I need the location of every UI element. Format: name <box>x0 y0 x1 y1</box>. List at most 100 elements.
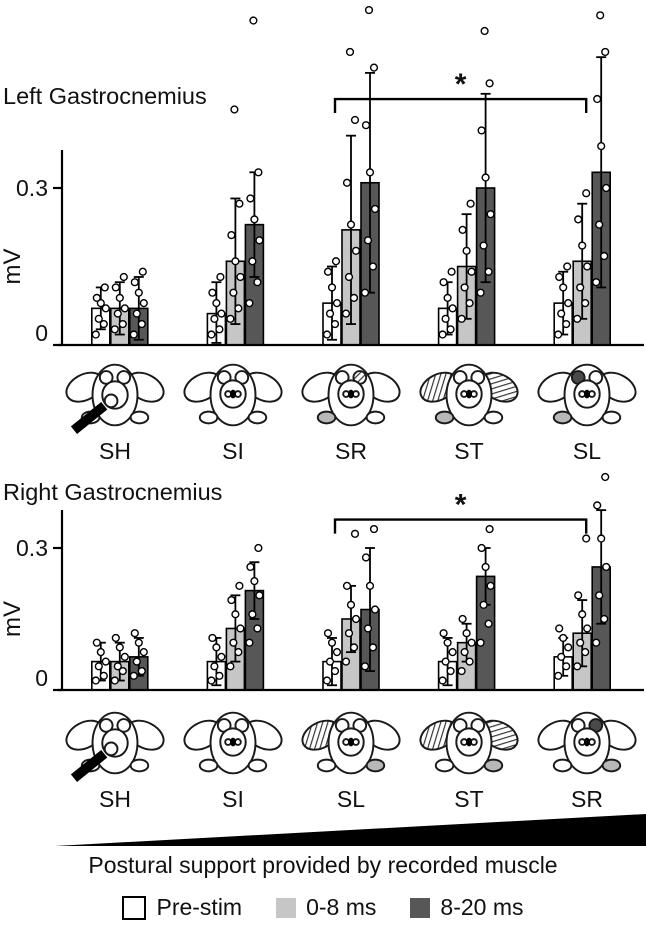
scatter-point <box>332 648 342 657</box>
scatter-point <box>254 543 263 553</box>
scatter-point <box>111 283 120 292</box>
scatter-point <box>573 662 582 671</box>
scatter-point <box>332 299 342 308</box>
center-stim-dot <box>584 737 590 747</box>
scatter-point <box>138 267 147 276</box>
condition-SR: SR <box>294 352 408 464</box>
scatter-point <box>253 278 262 287</box>
right-foot <box>129 758 150 773</box>
scatter-point <box>360 288 370 297</box>
scatter-point <box>132 657 141 666</box>
scatter-point <box>441 314 450 323</box>
scatter-point <box>134 638 143 647</box>
rat-schematic-icon <box>65 363 165 434</box>
y-tick-label: 0.3 <box>16 175 48 201</box>
scatter-point <box>597 534 606 543</box>
0-8ms-swatch <box>276 897 297 918</box>
scatter-point <box>325 309 335 318</box>
scatter-point <box>207 330 216 339</box>
snout <box>103 741 119 757</box>
right-foot <box>365 410 386 425</box>
scatter-point <box>215 671 224 680</box>
scatter-point <box>322 676 332 685</box>
wedge-svg <box>55 814 646 846</box>
condition-SI: SI <box>176 352 290 464</box>
scatter-point <box>118 666 127 676</box>
scatter-point <box>601 472 610 482</box>
rat-schematic-icon <box>419 711 519 775</box>
scatter-point <box>137 666 146 676</box>
scatter-point <box>583 624 592 633</box>
scatter-point <box>438 676 447 685</box>
scatter-point <box>253 624 262 633</box>
scatter-point <box>369 63 379 72</box>
scatter-point <box>342 581 352 590</box>
scatter-point <box>480 26 489 36</box>
scatter-point <box>479 241 488 250</box>
legend: Pre-stim 0-8 ms 8-20 ms <box>0 894 646 921</box>
rat-schematic-icon <box>537 711 637 775</box>
scatter-point <box>248 257 257 266</box>
center-stim-dot <box>466 389 472 399</box>
rat-schematic-icon <box>65 711 165 782</box>
legend-item-prestim: Pre-stim <box>122 894 242 921</box>
scatter-point <box>439 278 448 287</box>
scatter-point <box>229 638 238 647</box>
scatter-point <box>119 272 128 282</box>
scatter-point <box>578 610 587 619</box>
condition-label: ST <box>454 786 484 812</box>
scatter-point <box>226 314 235 323</box>
snout <box>103 393 119 409</box>
condition-label: SH <box>99 786 131 812</box>
condition-label: SL <box>336 786 366 812</box>
scatter-point <box>94 314 103 323</box>
left-foot <box>316 758 337 773</box>
left-foot <box>552 758 573 773</box>
scatter-point <box>323 629 333 638</box>
scatter-point <box>245 638 254 647</box>
scatter-point <box>120 652 129 661</box>
wedge-triangle <box>55 814 646 846</box>
right-foot <box>129 410 150 425</box>
scatter-point <box>576 638 585 647</box>
scatter-point <box>236 624 245 633</box>
scatter-point <box>226 662 235 671</box>
scatter-point <box>210 662 219 671</box>
rat-schematic-icon <box>301 363 401 427</box>
scatter-point <box>113 662 122 671</box>
scatter-point <box>217 652 226 661</box>
scatter-point <box>576 283 585 292</box>
scatter-point <box>115 643 124 652</box>
scatter-point <box>595 220 604 229</box>
scatter-point <box>564 299 573 308</box>
scatter-point <box>574 215 583 224</box>
scatter-point <box>210 314 219 323</box>
scatter-point <box>486 210 495 219</box>
scatter-point <box>229 288 238 297</box>
significance-bracket <box>333 518 588 534</box>
scatter-point <box>101 657 110 666</box>
scatter-point <box>130 278 139 287</box>
scatter-point <box>481 562 490 572</box>
right-foot <box>247 410 268 425</box>
scatter-point <box>600 614 609 624</box>
legend-item-0-8ms: 0-8 ms <box>276 894 376 921</box>
significance-asterisk: * <box>455 489 467 522</box>
scatter-point <box>327 638 337 647</box>
legend-label-8-20ms: 8-20 ms <box>440 894 524 920</box>
scatter-point <box>212 299 221 308</box>
scatter-point <box>582 534 591 543</box>
condition-SH: SH <box>58 352 172 464</box>
left-foot <box>198 410 219 425</box>
scatter-point <box>351 614 361 624</box>
scatter-point <box>484 267 493 276</box>
scatter-point <box>350 115 360 125</box>
scatter-point <box>562 319 571 329</box>
scatter-point <box>344 629 354 638</box>
scatter-point <box>101 304 110 313</box>
scatter-point <box>597 142 606 151</box>
legend-label-0-8ms: 0-8 ms <box>306 894 377 920</box>
scatter-point <box>207 676 216 685</box>
8-20ms-swatch <box>410 897 431 918</box>
condition-label: SI <box>222 786 244 812</box>
